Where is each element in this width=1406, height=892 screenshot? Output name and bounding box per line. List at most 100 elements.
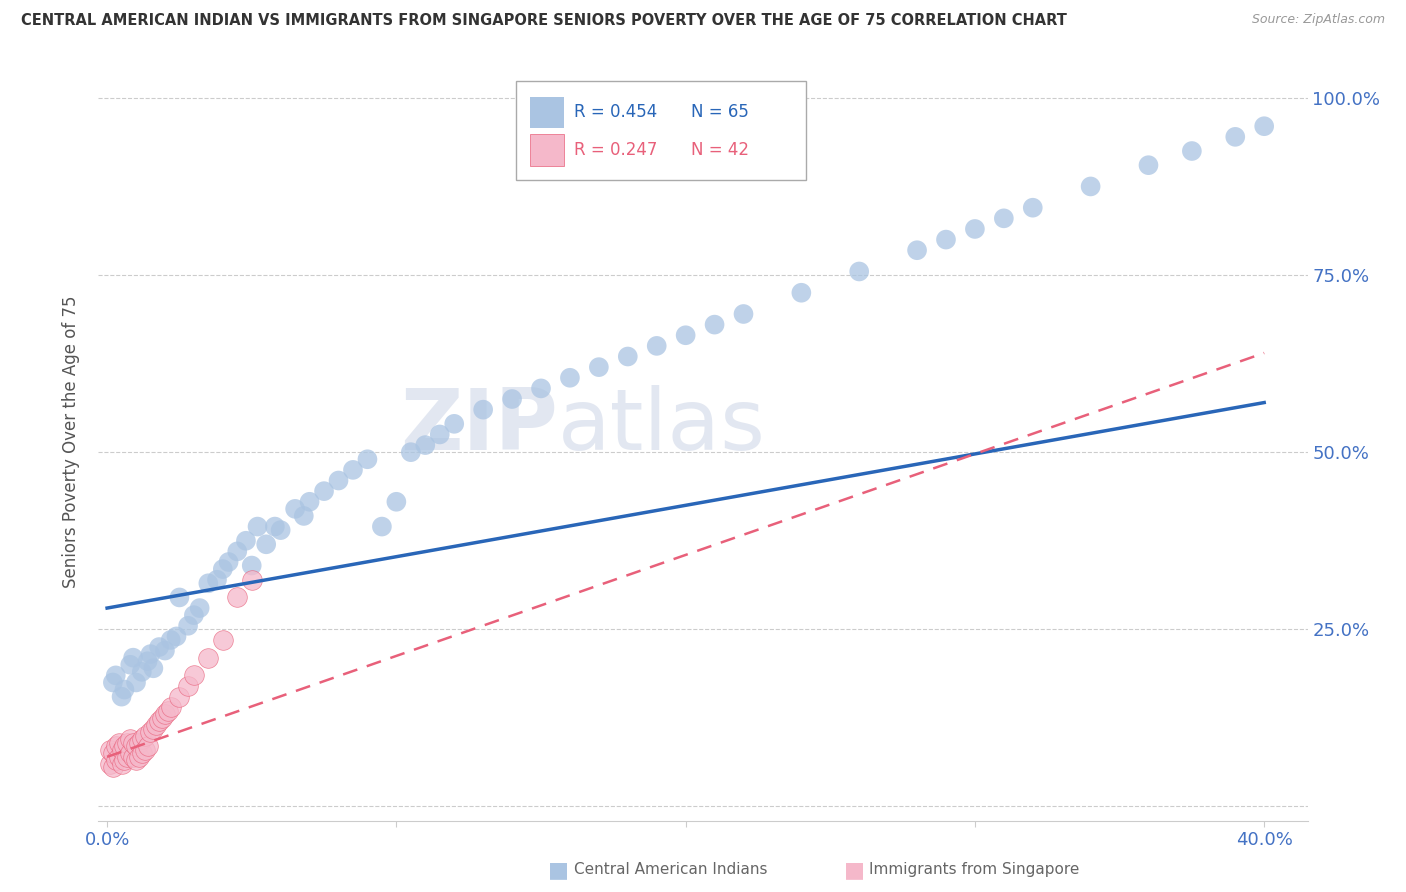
Point [107,736,129,750]
FancyBboxPatch shape [530,135,564,166]
Point [617,350,640,364]
Point [264,519,287,533]
Point [159,700,181,714]
Point [104,753,127,767]
Point [134,729,156,743]
Text: ■: ■ [548,860,569,880]
Point [117,750,139,764]
Point [122,736,145,750]
Point [107,750,129,764]
Point [142,722,165,736]
Point [145,718,167,732]
Text: N = 42: N = 42 [690,142,749,160]
Point [270,523,292,537]
Point [169,690,191,704]
Point [298,495,321,509]
Text: CENTRAL AMERICAN INDIAN VS IMMIGRANTS FROM SINGAPORE SENIORS POVERTY OVER THE AG: CENTRAL AMERICAN INDIAN VS IMMIGRANTS FR… [21,13,1067,29]
Point [153,643,176,657]
Point [501,392,523,406]
Point [413,438,436,452]
Point [371,519,394,533]
Point [114,739,136,754]
Point [150,711,173,725]
Point [131,665,153,679]
Point [218,555,240,569]
Point [240,573,263,587]
Point [188,601,211,615]
Point [963,222,986,236]
Point [472,402,495,417]
Point [148,714,170,729]
Point [139,725,162,739]
Point [122,650,145,665]
Point [356,452,378,467]
Text: atlas: atlas [558,384,766,468]
Point [935,233,957,247]
Point [98,756,121,771]
Point [136,654,159,668]
Point [284,501,307,516]
Text: ZIP: ZIP [401,384,558,468]
Point [558,371,581,385]
Point [101,760,124,774]
Point [905,244,928,258]
Point [131,732,153,747]
Point [136,739,159,754]
Point [110,756,132,771]
Point [197,576,219,591]
Point [675,328,697,343]
Point [399,445,422,459]
Point [246,519,269,533]
Point [98,743,121,757]
FancyBboxPatch shape [516,81,806,180]
Point [1225,129,1247,144]
Text: R = 0.454: R = 0.454 [574,103,657,121]
Point [733,307,755,321]
Point [169,591,191,605]
Point [101,747,124,761]
Point [385,495,408,509]
Point [139,647,162,661]
Point [148,640,170,654]
Point [114,682,136,697]
Point [128,750,150,764]
Text: R = 0.247: R = 0.247 [574,142,657,160]
Point [117,736,139,750]
Point [101,675,124,690]
Point [177,619,200,633]
Point [1253,119,1275,133]
Text: ■: ■ [844,860,865,880]
Point [142,661,165,675]
Point [1080,179,1102,194]
Point [125,739,148,754]
Point [1137,158,1160,172]
Point [125,675,148,690]
Point [1181,144,1204,158]
Point [120,732,142,747]
Point [177,679,200,693]
Text: Immigrants from Singapore: Immigrants from Singapore [869,863,1080,877]
Point [443,417,465,431]
Y-axis label: Seniors Poverty Over the Age of 75: Seniors Poverty Over the Age of 75 [62,295,80,588]
Point [104,739,127,754]
Text: Central American Indians: Central American Indians [574,863,768,877]
Point [120,747,142,761]
Point [254,537,277,551]
Point [342,463,364,477]
Point [226,544,249,558]
Point [205,573,228,587]
Point [125,753,148,767]
Point [645,339,668,353]
Point [211,562,233,576]
Point [134,743,156,757]
Point [790,285,813,300]
Point [110,690,132,704]
Point [993,211,1015,226]
Point [183,668,205,682]
Point [588,360,610,375]
Point [122,750,145,764]
Point [156,704,179,718]
Point [128,736,150,750]
Point [312,484,335,499]
Point [235,533,257,548]
